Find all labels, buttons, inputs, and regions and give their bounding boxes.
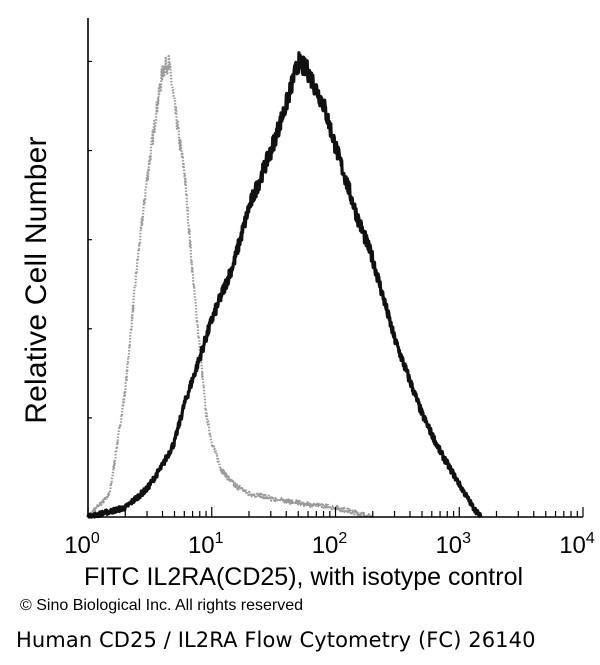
series-layer xyxy=(86,51,483,519)
x-axis-label: FITC IL2RA(CD25), with isotype control xyxy=(84,563,524,591)
x-tick-label-base: 10 xyxy=(435,532,462,559)
y-axis-label-wrap: Relative Cell Number xyxy=(12,130,62,430)
y-axis-label: Relative Cell Number xyxy=(20,136,53,424)
x-tick-label: 101 xyxy=(188,530,224,559)
x-tick-label-exponent: 2 xyxy=(338,530,347,547)
isotype-control-histogram xyxy=(86,53,374,519)
x-tick-label: 100 xyxy=(64,530,100,559)
x-tick-label-exponent: 1 xyxy=(215,530,224,547)
figure-caption: Human CD25 / IL2RA Flow Cytometry (FC) 2… xyxy=(16,628,536,652)
x-tick-label: 103 xyxy=(435,530,471,559)
copyright-notice: © Sino Biological Inc. All rights reserv… xyxy=(20,597,304,614)
x-tick-label-base: 10 xyxy=(64,532,91,559)
x-tick-label-exponent: 4 xyxy=(586,530,595,547)
x-tick-label-exponent: 0 xyxy=(91,530,100,547)
x-tick-label-base: 10 xyxy=(312,532,339,559)
axes-layer xyxy=(87,18,583,518)
x-tick-label-base: 10 xyxy=(188,532,215,559)
x-tick-label-base: 10 xyxy=(559,532,586,559)
x-tick-label-exponent: 3 xyxy=(462,530,471,547)
x-tick-label: 104 xyxy=(559,530,595,559)
il2ra-histogram xyxy=(86,51,483,519)
x-tick-label: 102 xyxy=(312,530,348,559)
histogram-chart: 100 101 102 103 104 xyxy=(64,18,595,559)
ticks-layer: 100 101 102 103 104 xyxy=(64,507,595,559)
